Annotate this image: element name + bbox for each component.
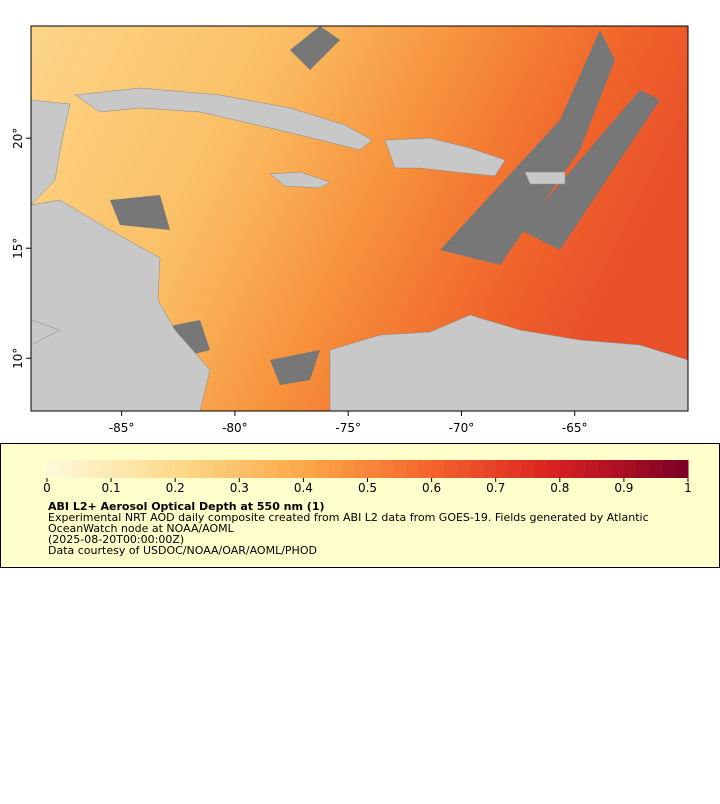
colorbar-tick-label: 0.8 bbox=[550, 481, 569, 495]
legend-line: OceanWatch node at NOAA/AOML bbox=[48, 522, 235, 535]
colorbar-tick-label: 0.7 bbox=[486, 481, 505, 495]
x-tick-label: -65° bbox=[562, 421, 588, 435]
colorbar-swatch bbox=[572, 460, 586, 478]
colorbar-swatch bbox=[239, 460, 253, 478]
colorbar-swatch bbox=[559, 460, 574, 478]
colorbar-swatch bbox=[623, 460, 638, 478]
colorbar-swatch bbox=[290, 460, 304, 478]
colorbar-swatch bbox=[98, 460, 112, 478]
colorbar-tick-label: 0.9 bbox=[614, 481, 633, 495]
colorbar-swatch bbox=[675, 460, 689, 478]
colorbar-swatch bbox=[188, 460, 202, 478]
colorbar-swatch bbox=[252, 460, 266, 478]
colorbar-tick-label: 0.3 bbox=[230, 481, 249, 495]
colorbar-swatch bbox=[393, 460, 407, 478]
colorbar-swatch bbox=[649, 460, 663, 478]
colorbar-swatch bbox=[444, 460, 458, 478]
map-area bbox=[31, 26, 688, 411]
colorbar-swatch bbox=[200, 460, 215, 478]
colorbar-swatch bbox=[636, 460, 651, 478]
colorbar-tick-label: 0.5 bbox=[358, 481, 377, 495]
land bbox=[31, 87, 688, 411]
colorbar-swatch bbox=[277, 460, 292, 478]
legend-title: ABI L2+ Aerosol Optical Depth at 550 nm … bbox=[48, 500, 325, 513]
colorbar-swatch bbox=[264, 460, 279, 478]
colorbar-swatch bbox=[162, 460, 176, 478]
colorbar-swatch bbox=[598, 460, 612, 478]
colorbar-swatch bbox=[457, 460, 471, 478]
colorbar-swatch bbox=[585, 460, 599, 478]
colorbar-tick-label: 0.2 bbox=[166, 481, 185, 495]
colorbar-swatch bbox=[611, 460, 625, 478]
colorbar-swatch bbox=[534, 460, 548, 478]
colorbar-swatch bbox=[175, 460, 189, 478]
colorbar-swatch bbox=[405, 460, 420, 478]
colorbar-swatch bbox=[111, 460, 125, 478]
colorbar-swatch bbox=[521, 460, 535, 478]
x-tick-label: -70° bbox=[449, 421, 475, 435]
map-frame bbox=[30, 25, 689, 412]
colorbar-tick-label: 1 bbox=[684, 481, 692, 495]
colorbar-swatch bbox=[85, 460, 99, 478]
colorbar-tick-label: 0.1 bbox=[102, 481, 121, 495]
colorbar-swatch bbox=[354, 460, 368, 478]
colorbar-swatch bbox=[495, 460, 510, 478]
colorbar-swatch bbox=[123, 460, 138, 478]
colorbar-swatch bbox=[213, 460, 227, 478]
colorbar-swatch bbox=[546, 460, 561, 478]
colorbar-tick-label: 0.6 bbox=[422, 481, 441, 495]
y-tick-label: 10° bbox=[11, 348, 25, 369]
colorbar-tick-label: 0 bbox=[43, 481, 51, 495]
colorbar-swatch bbox=[329, 460, 343, 478]
colorbar-swatch bbox=[470, 460, 484, 478]
colorbar-swatch bbox=[482, 460, 497, 478]
colorbar-swatch bbox=[341, 460, 356, 478]
colorbar-swatch bbox=[662, 460, 676, 478]
colorbar-swatch bbox=[508, 460, 522, 478]
colorbar-swatch bbox=[226, 460, 240, 478]
colorbar-swatch bbox=[72, 460, 86, 478]
colorbar-swatch bbox=[149, 460, 163, 478]
colorbar-tick-label: 0.4 bbox=[294, 481, 313, 495]
legend-line: (2025-08-20T00:00:00Z) bbox=[48, 533, 184, 546]
colorbar-swatch bbox=[418, 460, 433, 478]
colorbar-swatch bbox=[59, 460, 74, 478]
colorbar-swatch bbox=[367, 460, 381, 478]
colorbar-swatch bbox=[47, 460, 61, 478]
x-tick-label: -80° bbox=[222, 421, 248, 435]
x-tick-label: -85° bbox=[109, 421, 135, 435]
no-data bbox=[110, 26, 660, 385]
legend-line: Experimental NRT AOD daily composite cre… bbox=[48, 511, 649, 524]
colorbar-swatch bbox=[136, 460, 151, 478]
legend-line: Data courtesy of USDOC/NOAA/OAR/AOML/PHO… bbox=[48, 544, 317, 557]
y-tick-label: 15° bbox=[11, 238, 25, 259]
colorbar-swatch bbox=[303, 460, 317, 478]
y-tick-label: 20° bbox=[11, 128, 25, 149]
colorbar-swatch bbox=[380, 460, 394, 478]
colorbar-swatch bbox=[431, 460, 445, 478]
x-tick-label: -75° bbox=[335, 421, 361, 435]
colorbar-swatch bbox=[316, 460, 330, 478]
